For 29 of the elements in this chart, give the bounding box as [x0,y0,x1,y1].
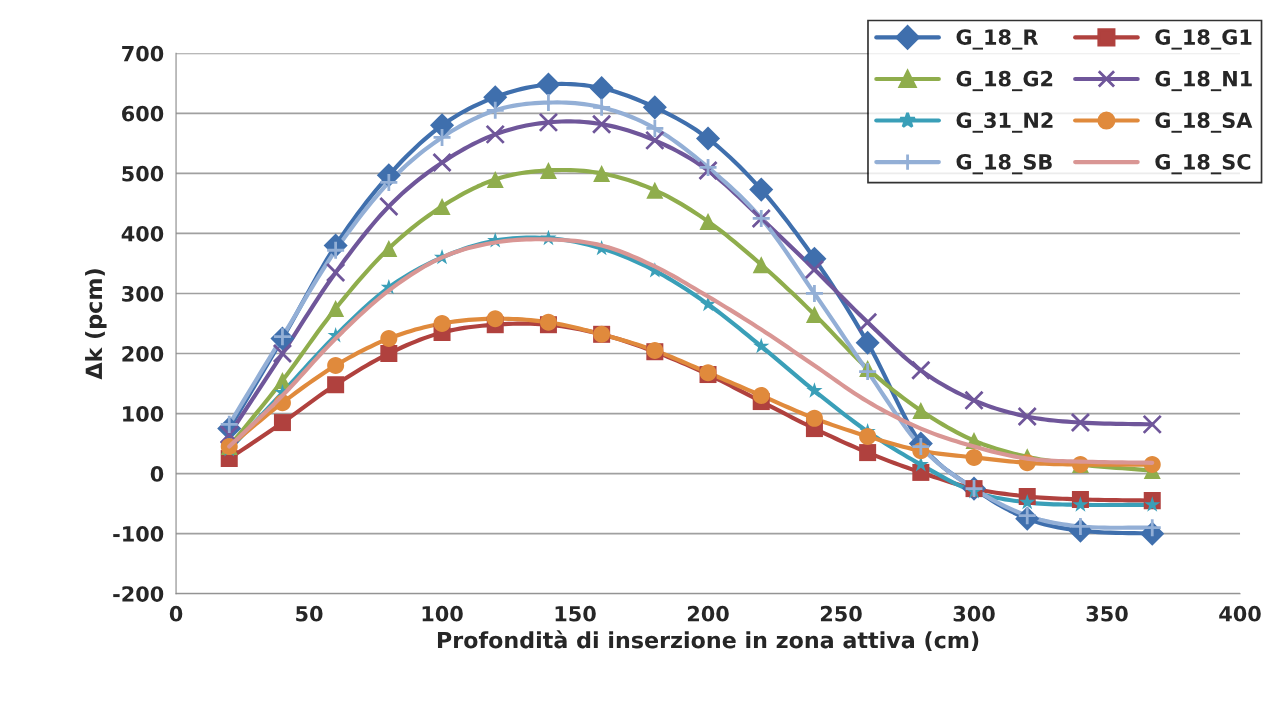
x-tick-label: 200 [687,605,729,622]
x-tick-label: 100 [422,605,463,622]
legend-label: G_18_G2 [956,70,1053,92]
x-tick-label: 350 [1086,605,1128,622]
y-tick-label: 600 [122,105,164,122]
legend-label: G_18_SA [1155,112,1253,133]
x-tick-label: 50 [296,605,323,622]
y-tick-label: 500 [122,165,164,182]
legend-label: G_31_N2 [956,112,1053,133]
y-tick-label: 300 [122,285,164,302]
y-tick-label: 100 [123,406,164,422]
x-tick-label: 300 [953,605,995,622]
y-tick-label: 200 [122,345,164,362]
legend-label: G_18_SC [1155,153,1251,175]
x-axis-title: Profondità di inserzione in zona attiva (cm) [437,630,979,652]
y-tick-label: -200 [113,586,164,602]
y-tick-label: 700 [122,45,164,62]
x-tick-label: 250 [820,605,862,622]
legend-label: G_18_G1 [1155,29,1252,50]
legend-label: G_18_SB [956,153,1052,175]
legend-label: G_18_R [956,29,1039,50]
x-tick-label: 150 [555,605,596,622]
y-tick-label: 400 [121,225,164,242]
y-tick-label: 0 [150,466,164,482]
y-axis-title: Δk (pcm) [85,269,107,380]
x-tick-label: 400 [1219,605,1261,622]
x-tick-label: 0 [169,605,183,622]
y-tick-label: -100 [113,526,164,542]
legend-label: G_18_N1 [1155,70,1252,92]
